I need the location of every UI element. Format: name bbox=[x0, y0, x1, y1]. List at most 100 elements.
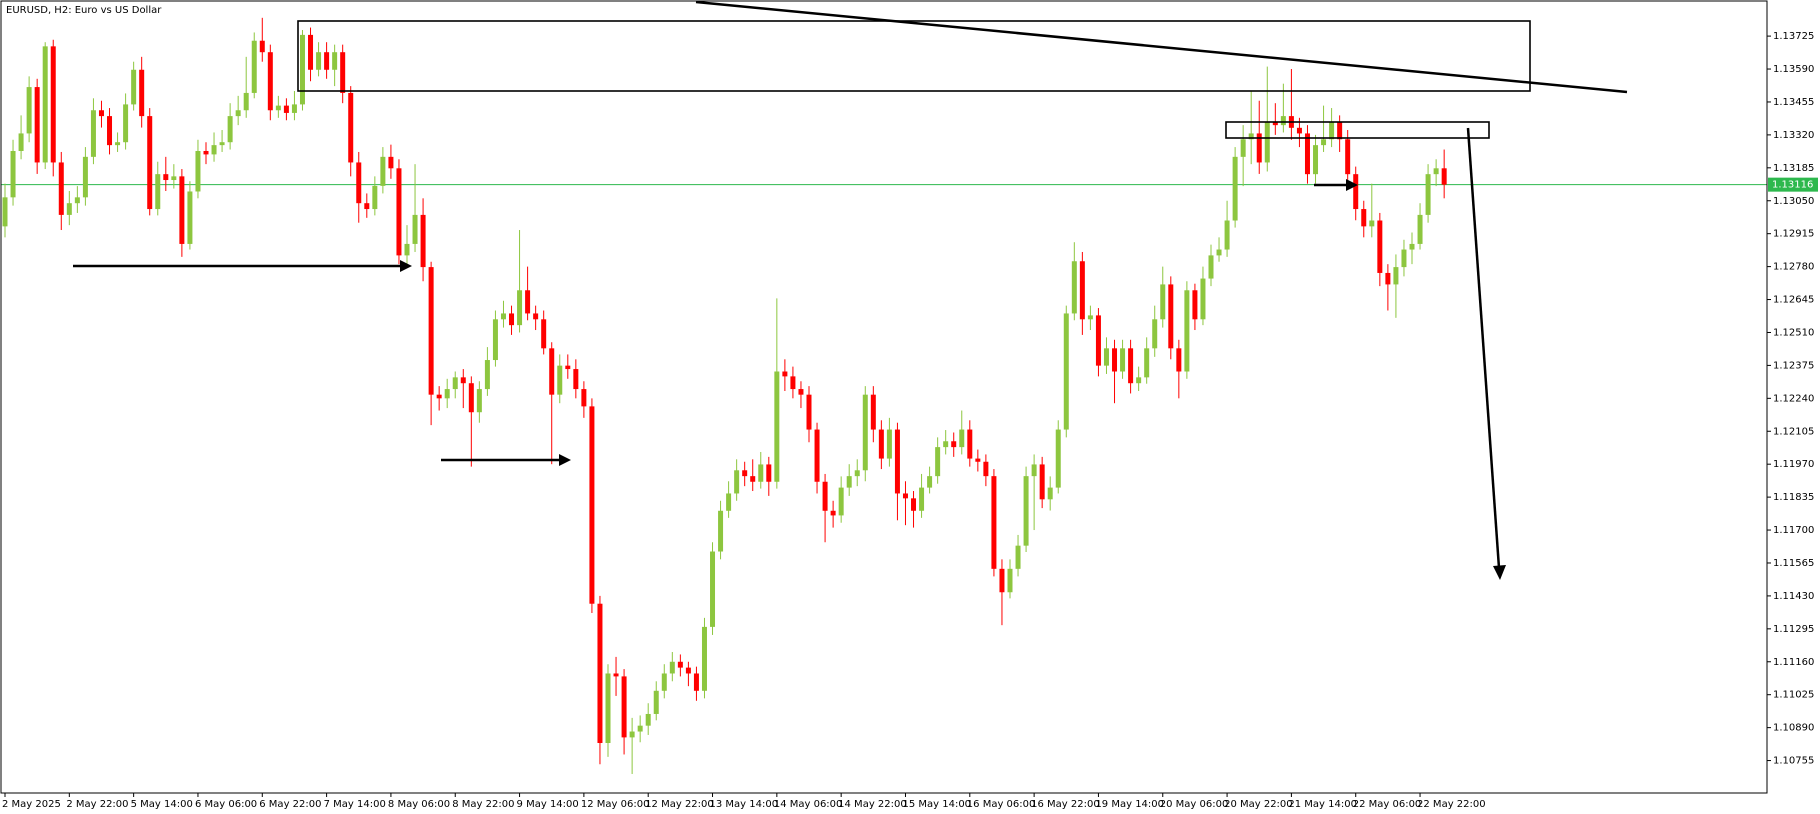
x-tick-label: 16 May 22:00 bbox=[1031, 799, 1100, 810]
candle-body bbox=[1112, 348, 1118, 372]
x-tick-label: 5 May 14:00 bbox=[131, 799, 193, 810]
candle-body bbox=[573, 369, 579, 390]
y-tick-label: 1.12105 bbox=[1773, 426, 1814, 437]
candle-body bbox=[1393, 267, 1399, 285]
y-tick-label: 1.11565 bbox=[1773, 558, 1814, 569]
candle-body bbox=[597, 603, 603, 743]
candle-body bbox=[549, 348, 555, 395]
candle-body bbox=[1433, 168, 1439, 175]
candle-body bbox=[1345, 139, 1351, 175]
candle-body bbox=[581, 389, 587, 407]
candle-body bbox=[348, 92, 354, 163]
candle-body bbox=[364, 203, 370, 210]
candle-body bbox=[1232, 156, 1238, 221]
candle-body bbox=[1264, 121, 1270, 163]
candle-body bbox=[123, 104, 129, 143]
candle-body bbox=[677, 661, 683, 668]
candle-body bbox=[460, 377, 466, 384]
candle-body bbox=[324, 52, 330, 70]
arrow bbox=[1466, 127, 1501, 569]
candle-body bbox=[1208, 255, 1214, 279]
candle-body bbox=[669, 661, 675, 674]
candle-body bbox=[758, 464, 764, 482]
candle-body bbox=[404, 243, 410, 256]
candle-body bbox=[267, 52, 273, 111]
candle-body bbox=[1272, 121, 1278, 126]
candle-body bbox=[911, 498, 917, 511]
candle-body bbox=[1063, 313, 1069, 430]
x-tick-label: 19 May 14:00 bbox=[1095, 799, 1164, 810]
candle-body bbox=[774, 371, 780, 482]
arrow-head bbox=[1493, 565, 1506, 580]
candle-body bbox=[1401, 249, 1407, 268]
candle-body bbox=[1313, 145, 1319, 175]
candle-body bbox=[814, 429, 820, 482]
y-tick-label: 1.10890 bbox=[1773, 723, 1814, 734]
y-tick-label: 1.13320 bbox=[1773, 130, 1814, 141]
candle-body bbox=[211, 145, 217, 155]
x-tick-label: 6 May 06:00 bbox=[195, 799, 257, 810]
candle-body bbox=[822, 481, 828, 511]
candle-body bbox=[291, 104, 297, 113]
candle-body bbox=[50, 46, 56, 163]
candle-body bbox=[806, 394, 812, 430]
candle-body bbox=[428, 267, 434, 395]
x-tick-label: 6 May 22:00 bbox=[259, 799, 321, 810]
candles bbox=[2, 17, 1447, 774]
candle-body bbox=[1103, 348, 1109, 366]
candle-body bbox=[1168, 284, 1174, 349]
candle-body bbox=[1296, 127, 1302, 134]
candle-body bbox=[34, 87, 40, 163]
candle-body bbox=[1039, 464, 1045, 500]
supply-zone bbox=[1225, 121, 1490, 139]
trend-line bbox=[695, 0, 1628, 94]
candle-body bbox=[179, 176, 185, 244]
candle-body bbox=[565, 365, 571, 370]
candle-body bbox=[1425, 174, 1431, 215]
candle-body bbox=[275, 105, 281, 111]
x-tick-label: 12 May 22:00 bbox=[645, 799, 714, 810]
candle-body bbox=[935, 447, 941, 477]
candle-body bbox=[726, 493, 732, 511]
candle-body bbox=[629, 731, 635, 738]
candle-body bbox=[66, 203, 72, 215]
y-tick-label: 1.13725 bbox=[1773, 31, 1814, 42]
candle-body bbox=[1441, 168, 1447, 185]
y-tick-label: 1.12915 bbox=[1773, 229, 1814, 240]
candle-body bbox=[693, 673, 699, 691]
candle-body bbox=[927, 476, 933, 488]
x-tick-label: 7 May 14:00 bbox=[324, 799, 386, 810]
candle-body bbox=[1409, 243, 1415, 250]
y-tick-label: 1.13185 bbox=[1773, 163, 1814, 174]
drawings bbox=[73, 0, 1628, 580]
candle-body bbox=[1128, 348, 1134, 384]
candle-body bbox=[1047, 487, 1053, 500]
candle-body bbox=[372, 185, 378, 210]
axis-labels: 1.13725 1.13590 1.13455 1.13320 1.13185 1.130… bbox=[2, 31, 1818, 810]
candle-body bbox=[388, 156, 394, 169]
candle-body bbox=[1095, 315, 1101, 366]
candle-body bbox=[846, 476, 852, 488]
y-tick-label: 1.12240 bbox=[1773, 393, 1814, 404]
x-tick-label: 2 May 22:00 bbox=[66, 799, 128, 810]
y-tick-label: 1.13590 bbox=[1773, 64, 1814, 75]
x-tick-label: 9 May 14:00 bbox=[517, 799, 579, 810]
y-tick-label: 1.11700 bbox=[1773, 525, 1814, 536]
candle-body bbox=[750, 476, 756, 482]
candle-body bbox=[251, 40, 257, 93]
candle-body bbox=[685, 667, 691, 674]
y-tick-label: 1.13050 bbox=[1773, 196, 1814, 207]
candle-body bbox=[1321, 139, 1327, 146]
candle-body bbox=[1280, 116, 1286, 126]
candle-body bbox=[621, 676, 627, 738]
y-tick-label: 1.13455 bbox=[1773, 97, 1814, 108]
candle-body bbox=[798, 389, 804, 395]
candle-body bbox=[26, 87, 32, 134]
candle-body bbox=[259, 40, 265, 53]
candle-body bbox=[854, 470, 860, 477]
candle-body bbox=[187, 191, 193, 244]
candle-body bbox=[830, 510, 836, 516]
candle-body bbox=[645, 713, 651, 726]
candle-body bbox=[1015, 545, 1021, 569]
candle-body bbox=[356, 162, 362, 204]
